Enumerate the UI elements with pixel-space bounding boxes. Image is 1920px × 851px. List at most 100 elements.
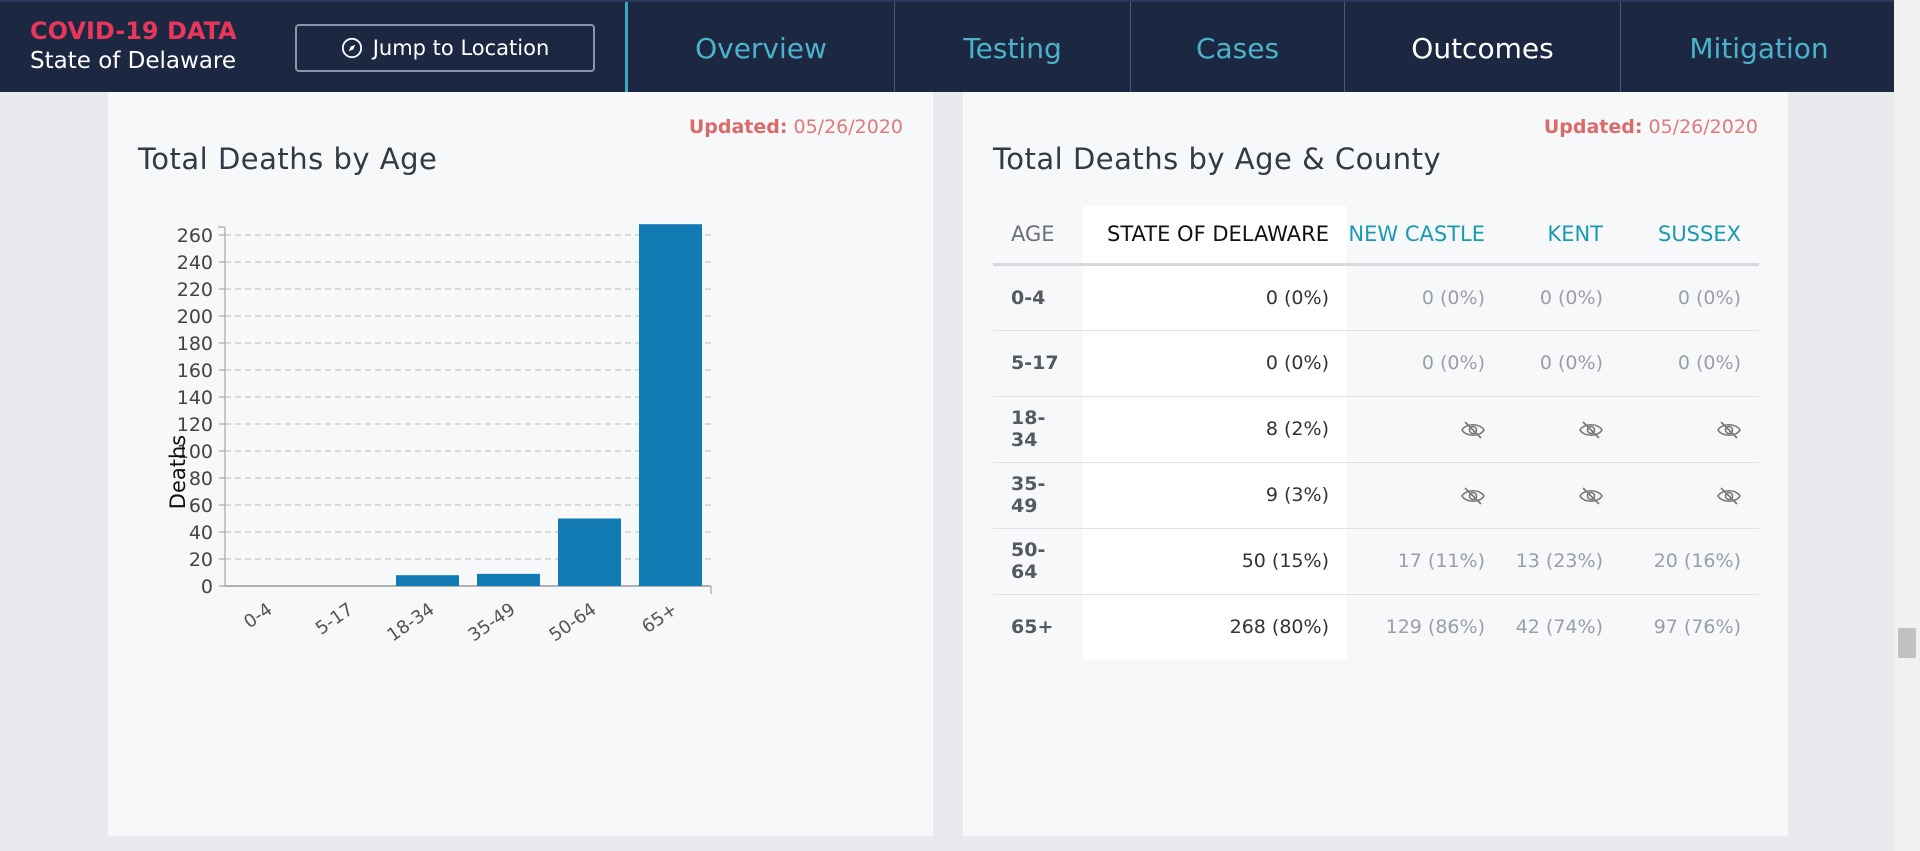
y-tick-label: 20 — [189, 549, 213, 571]
table-cell-age: 65+ — [1011, 616, 1054, 639]
tab-overview[interactable]: Overview — [628, 2, 895, 94]
y-axis-label: Deaths — [166, 435, 190, 509]
eye-slash-icon — [1579, 418, 1603, 440]
deaths-by-age-bar-chart: 0 20 40 60 80 100 120 140 160 180 200 220 240 260 Deat… — [166, 224, 712, 646]
compass-icon — [341, 37, 362, 59]
table-cell-age: 18-34 — [993, 396, 1083, 463]
table-cell-new-castle: 17 (11%) — [1347, 528, 1503, 595]
x-tick-label: 0-4 — [240, 599, 276, 633]
table-cell-kent: 0 (0%) — [1503, 264, 1621, 331]
table-row: 50-64 50 (15%) 17 (11%) 13 (23%) 20 (16%) — [993, 528, 1759, 595]
updated-label: Updated: — [688, 116, 788, 138]
brand-title: COVID-19 DATA — [30, 17, 237, 45]
updated-label: Updated: — [1543, 116, 1643, 138]
x-tick-label: 35-49 — [464, 599, 519, 646]
table-cell-kent: 0 (0%) — [1503, 330, 1621, 397]
card-title: Total Deaths by Age & County — [993, 142, 1442, 176]
table-row: 35-49 9 (3%) — [993, 462, 1759, 529]
jump-to-location-button[interactable]: Jump to Location — [295, 24, 595, 72]
jump-to-location-label: Jump to Location — [372, 36, 550, 60]
x-tick-label: 5-17 — [312, 599, 358, 640]
deaths-by-county-table: AGE STATE OF DELAWARE NEW CASTLE KENT SU… — [993, 206, 1759, 660]
bar-50-64 — [558, 518, 621, 586]
tab-testing[interactable]: Testing — [895, 2, 1131, 94]
deaths-by-age-card: Updated: 05/26/2020 Total Deaths by Age … — [108, 92, 933, 836]
y-tick-label: 200 — [177, 306, 213, 328]
deaths-by-age-county-card: Updated: 05/26/2020 Total Deaths by Age … — [963, 92, 1788, 836]
table-row: 0-4 0 (0%) 0 (0%) 0 (0%) 0 (0%) — [993, 264, 1759, 331]
tab-label: Cases — [1195, 31, 1280, 65]
updated-date: 05/26/2020 — [793, 116, 903, 138]
table-cell-sussex: 97 (76%) — [1653, 616, 1741, 639]
table-cell-kent: 13 (23%) — [1503, 528, 1621, 595]
y-tick-label: 40 — [189, 522, 213, 544]
table-cell-state: 50 (15%) — [1083, 528, 1347, 595]
bar-65+ — [639, 224, 702, 586]
hidden-data-cell — [1347, 462, 1503, 529]
table-row: 18-34 8 (2%) — [993, 396, 1759, 463]
updated-info: Updated: 05/26/2020 — [689, 116, 903, 138]
y-tick-label: 220 — [177, 279, 213, 301]
table-cell-kent: 42 (74%) — [1515, 616, 1603, 639]
y-tick-label: 140 — [177, 387, 213, 409]
table-header-row: AGE STATE OF DELAWARE NEW CASTLE KENT SU… — [993, 206, 1759, 266]
eye-slash-icon — [1579, 484, 1603, 506]
table-cell-age: 35-49 — [993, 462, 1083, 529]
column-header-age[interactable]: AGE — [993, 206, 1083, 266]
tab-outcomes[interactable]: Outcomes — [1345, 2, 1621, 94]
y-tick-label: 0 — [201, 576, 213, 598]
eye-slash-icon — [1717, 418, 1741, 440]
table-cell-state: 268 (80%) — [1083, 594, 1347, 660]
updated-info: Updated: 05/26/2020 — [1544, 116, 1758, 138]
column-header-state[interactable]: STATE OF DELAWARE — [1083, 206, 1347, 266]
tab-cases[interactable]: Cases — [1131, 2, 1345, 94]
table-cell-age: 5-17 — [993, 330, 1083, 397]
hidden-data-cell — [1621, 396, 1759, 463]
y-tick-label: 60 — [189, 495, 213, 517]
updated-date: 05/26/2020 — [1648, 116, 1758, 138]
column-header-sussex[interactable]: SUSSEX — [1621, 206, 1759, 266]
hidden-data-cell — [1503, 462, 1621, 529]
hidden-data-cell — [1347, 396, 1503, 463]
brand[interactable]: COVID-19 DATA State of Delaware — [30, 16, 237, 76]
page-scrollbar[interactable] — [1894, 0, 1920, 851]
y-tick-label: 100 — [177, 441, 213, 463]
table-cell-age: 0-4 — [993, 264, 1083, 331]
table-cell-state: 0 (0%) — [1083, 264, 1347, 331]
table-row: 5-17 0 (0%) 0 (0%) 0 (0%) 0 (0%) — [993, 330, 1759, 397]
tab-label: Overview — [695, 31, 827, 65]
y-tick-label: 80 — [189, 468, 213, 490]
column-header-new-castle[interactable]: NEW CASTLE — [1347, 206, 1503, 266]
tab-label: Testing — [963, 31, 1062, 65]
tab-label: Mitigation — [1689, 31, 1829, 65]
x-tick-label: 65+ — [638, 599, 681, 638]
tab-mitigation[interactable]: Mitigation — [1621, 2, 1897, 94]
top-nav-bar: COVID-19 DATA State of Delaware Jump to … — [0, 0, 1897, 94]
hidden-data-cell — [1621, 462, 1759, 529]
table-cell-age: 50-64 — [993, 528, 1083, 595]
x-tick-label: 50-64 — [545, 599, 600, 646]
y-tick-label: 260 — [177, 225, 213, 247]
y-tick-label: 240 — [177, 252, 213, 274]
bar-18-34 — [396, 575, 459, 586]
x-tick-label: 18-34 — [383, 599, 438, 646]
table-cell-state: 0 (0%) — [1083, 330, 1347, 397]
eye-slash-icon — [1461, 484, 1485, 506]
y-tick-label: 180 — [177, 333, 213, 355]
scrollbar-thumb[interactable] — [1898, 628, 1916, 658]
table-cell-new-castle: 0 (0%) — [1347, 330, 1503, 397]
table-cell-sussex: 20 (16%) — [1621, 528, 1759, 595]
brand-subtitle: State of Delaware — [30, 48, 237, 74]
bar-35-49 — [477, 573, 540, 586]
eye-slash-icon — [1461, 418, 1485, 440]
hidden-data-cell — [1503, 396, 1621, 463]
table-cell-new-castle: 0 (0%) — [1347, 264, 1503, 331]
y-tick-label: 160 — [177, 360, 213, 382]
column-header-kent[interactable]: KENT — [1503, 206, 1621, 266]
table-cell-state: 8 (2%) — [1083, 396, 1347, 463]
y-tick-label: 120 — [177, 414, 213, 436]
eye-slash-icon — [1717, 484, 1741, 506]
table-cell-sussex: 0 (0%) — [1621, 264, 1759, 331]
table-cell-new-castle: 129 (86%) — [1385, 616, 1485, 639]
main-nav: Overview Testing Cases Outcomes Mitigati… — [625, 2, 1897, 94]
